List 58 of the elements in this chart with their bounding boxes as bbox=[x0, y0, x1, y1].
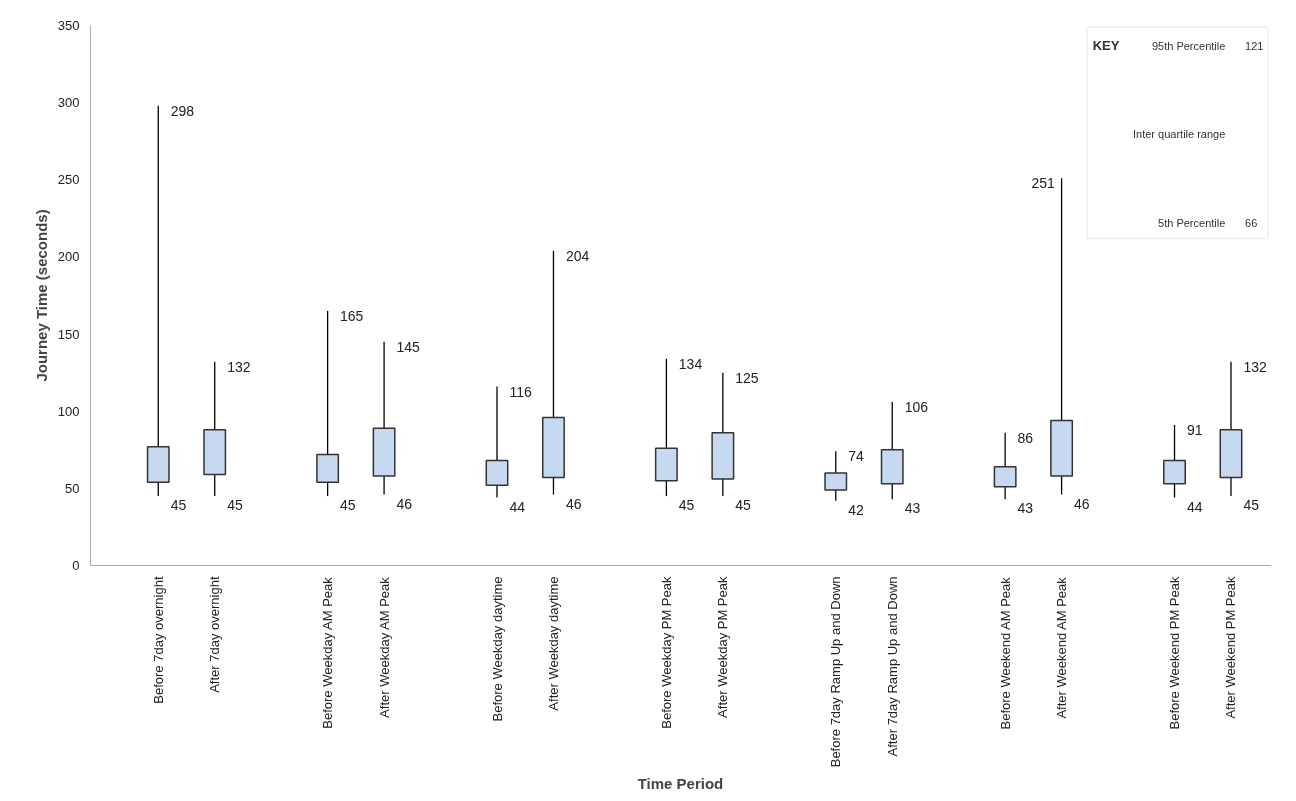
x-tick-label: Before Weekend PM Peak bbox=[1167, 576, 1183, 730]
annotation: 42 bbox=[848, 501, 864, 518]
annotation: 91 bbox=[1186, 422, 1203, 439]
annotation: 165 bbox=[340, 307, 364, 324]
y-tick-label: 250 bbox=[57, 172, 80, 188]
x-tick-label: After 7day Ramp Up and Down bbox=[884, 576, 900, 757]
annotation: 116 bbox=[509, 383, 532, 400]
annotation: 132 bbox=[227, 358, 251, 375]
annotation: 44 bbox=[509, 498, 526, 515]
y-tick-label: 100 bbox=[57, 403, 80, 419]
y-tick-label: 0 bbox=[72, 558, 80, 573]
annotation: 45 bbox=[227, 497, 243, 514]
x-tick-label: After 7day overnight bbox=[207, 576, 223, 693]
annotation: 45 bbox=[340, 497, 356, 514]
annotation: 251 bbox=[1031, 175, 1056, 192]
annotation: 74 bbox=[848, 448, 864, 465]
annotation: 45 bbox=[1243, 497, 1260, 514]
annotation: 145 bbox=[396, 338, 421, 355]
annotation: 46 bbox=[396, 495, 413, 512]
annotation: 121 bbox=[1245, 39, 1264, 52]
annotation: 132 bbox=[1243, 358, 1267, 375]
annotation: 298 bbox=[170, 102, 195, 119]
annotation: KEY bbox=[1092, 38, 1120, 54]
y-axis-title: Journey Time (seconds) bbox=[32, 209, 50, 382]
y-tick-label: 200 bbox=[57, 249, 80, 265]
annotation: 134 bbox=[678, 355, 703, 372]
annotation: 204 bbox=[565, 247, 590, 264]
x-tick-label: Before 7day overnight bbox=[150, 576, 166, 704]
annotation: 43 bbox=[904, 500, 921, 517]
x-tick-label: After Weekday daytime bbox=[545, 576, 561, 711]
annotation: 125 bbox=[735, 369, 759, 386]
annotation: 44 bbox=[1186, 498, 1203, 515]
x-tick-label: Before Weekend AM Peak bbox=[997, 576, 1013, 730]
annotation: 45 bbox=[735, 497, 752, 514]
x-tick-label: After Weekday AM Peak bbox=[376, 576, 392, 718]
annotation: 46 bbox=[565, 495, 582, 512]
y-tick-label: 150 bbox=[57, 326, 80, 342]
y-tick-label: 350 bbox=[57, 18, 80, 33]
y-tick-label: 300 bbox=[57, 95, 80, 111]
annotation: 66 bbox=[1245, 216, 1258, 229]
annotation: 106 bbox=[904, 398, 929, 415]
x-tick-label: Before Weekday AM Peak bbox=[320, 576, 336, 729]
x-tick-label: After Weekday PM Peak bbox=[715, 576, 731, 718]
annotation: 43 bbox=[1017, 500, 1034, 517]
x-tick-label: After Weekend PM Peak bbox=[1223, 576, 1239, 719]
y-tick-label: 50 bbox=[65, 480, 80, 496]
annotation: 45 bbox=[678, 497, 695, 514]
x-axis-title: Time Period bbox=[637, 775, 724, 793]
annotation: 86 bbox=[1017, 429, 1034, 446]
x-tick-label: Before Weekday PM Peak bbox=[658, 576, 674, 729]
x-tick-label: After Weekend AM Peak bbox=[1054, 576, 1070, 719]
annotation: 46 bbox=[1074, 495, 1090, 512]
annotation: Inter quartile range bbox=[1133, 127, 1226, 140]
annotation: 5th Percentile bbox=[1158, 216, 1226, 229]
x-tick-label: Before Weekday daytime bbox=[489, 576, 505, 722]
annotation: 95th Percentile bbox=[1151, 39, 1226, 52]
x-tick-label: Before 7day Ramp Up and Down bbox=[828, 576, 844, 768]
annotation: 45 bbox=[170, 497, 187, 514]
